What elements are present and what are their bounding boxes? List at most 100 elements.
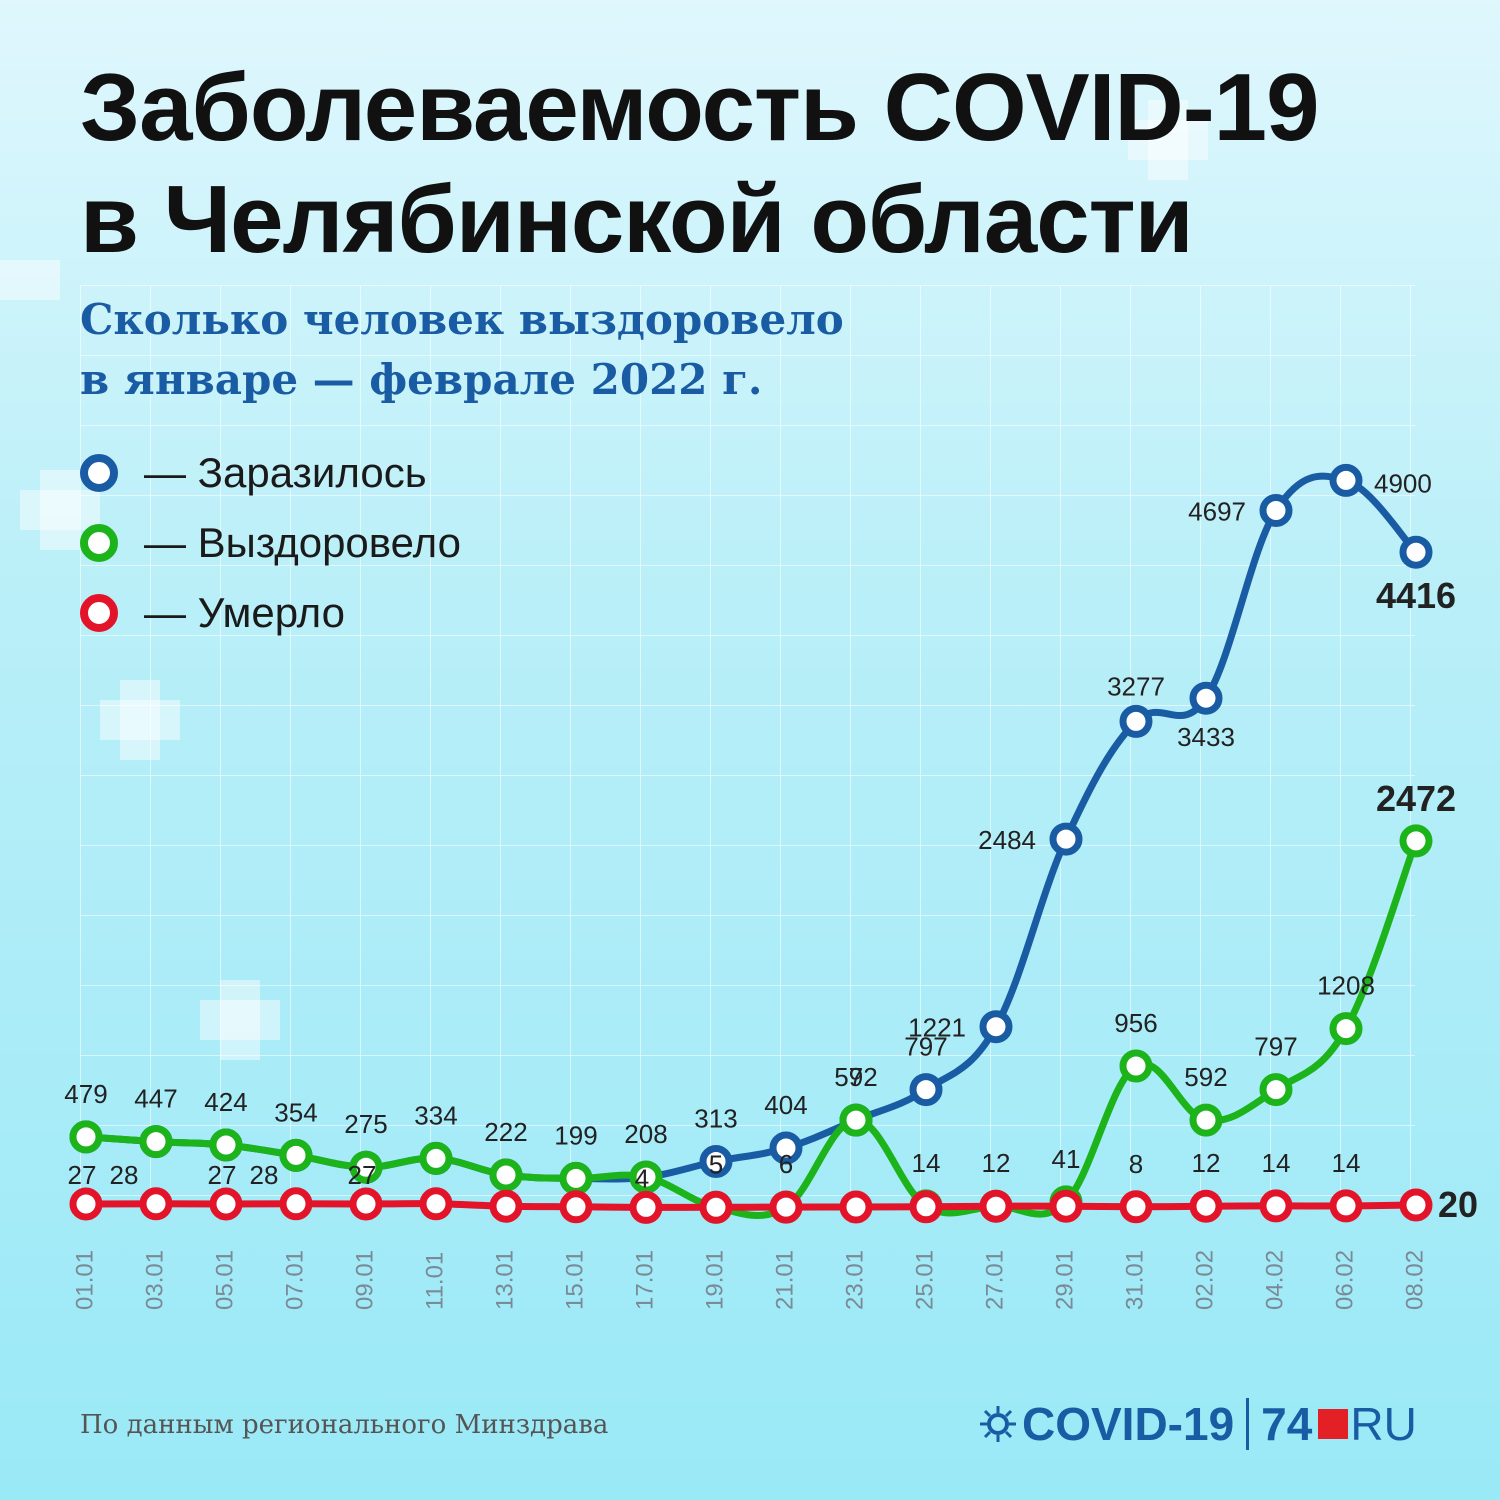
data-label-died-0: 27 [68,1160,97,1190]
logo-separator [1246,1398,1250,1450]
x-tick-label-19: 08.02 [1401,1250,1428,1310]
data-label-recovered-12: 14 [912,1148,941,1178]
x-tick-label-7: 15.01 [561,1250,588,1310]
point-recovered-11 [839,1103,873,1137]
point-died-13 [979,1189,1013,1223]
point-recovered-4 [349,1150,383,1184]
data-label-recovered-4: 275 [344,1109,387,1139]
decorative-cross-7 [120,680,160,760]
data-label-recovered-11: 7 [849,1062,863,1092]
data-label-died-16: 12 [1192,1148,1221,1178]
legend-marker-died [80,594,118,632]
point-recovered-5 [419,1141,453,1175]
x-tick-label-14: 29.01 [1051,1250,1078,1310]
x-tick-label-13: 27.01 [981,1250,1008,1310]
data-label-died-1: 28 [110,1160,139,1190]
data-label-recovered-5: 334 [414,1100,457,1130]
title-line-1: Заболеваемость COVID-19 [80,54,1319,161]
x-tick-label-10: 21.01 [771,1250,798,1310]
point-recovered-2 [209,1128,243,1162]
decorative-cross-8 [200,1000,280,1040]
legend-item-died: — Умерло [80,578,461,648]
chart-legend: — Заразилось — Выздоровело — Умерло [80,438,461,648]
point-infected-16 [1189,681,1223,715]
point-died-0 [69,1187,103,1221]
data-label-infected-12: 797 [904,1032,947,1062]
point-recovered-3 [279,1138,313,1172]
point-died-17 [1259,1189,1293,1223]
point-recovered-8 [629,1160,663,1194]
point-recovered-1 [139,1125,173,1159]
x-tick-label-0: 01.01 [71,1250,98,1310]
point-recovered-0 [69,1120,103,1154]
data-label-infected-11: 592 [834,1062,877,1092]
point-infected-17 [1259,494,1293,527]
decorative-cross-2 [1148,100,1188,180]
decorative-cross-9 [220,980,260,1060]
data-label-died-15: 8 [1129,1149,1143,1179]
x-tick-label-1: 03.01 [141,1250,168,1310]
point-infected-14 [1049,822,1083,856]
decorative-cross-5 [40,470,80,550]
data-label-infected-9: 313 [694,1104,737,1134]
decorative-cross-6 [100,700,180,740]
x-tick-label-12: 25.01 [911,1250,938,1310]
legend-item-recovered: — Выздоровело [80,508,461,578]
logo-ru-text: RU [1350,1398,1417,1450]
x-tick-label-8: 17.01 [631,1250,658,1310]
data-label-died-2: 27 [208,1160,237,1190]
chart-subtitle: Сколько человек выздоровело в январе — ф… [80,290,844,410]
point-infected-10 [769,1131,803,1165]
legend-label-recovered: — Выздоровело [144,519,461,566]
decorative-cross-4 [20,490,100,530]
point-infected-15 [1119,704,1153,738]
logo-number-text: 74 [1261,1398,1313,1450]
point-died-14 [1049,1189,1083,1223]
point-recovered-17 [1259,1073,1293,1107]
legend-marker-infected [80,454,118,492]
point-infected-18 [1329,463,1363,497]
legend-label-died: — Умерло [144,589,345,636]
data-label-infected-14: 2484 [978,825,1036,855]
point-died-10 [769,1190,803,1224]
point-died-6 [489,1189,523,1223]
point-died-1 [139,1187,173,1221]
point-recovered-15 [1119,1049,1153,1083]
x-tick-label-3: 07.01 [281,1250,308,1310]
legend-item-infected: — Заразилось [80,438,461,508]
data-label-recovered-13: 12 [982,1148,1011,1178]
point-died-15 [1119,1190,1153,1224]
page-title: Заболеваемость COVID-19 в Челябинской об… [80,52,1319,276]
data-label-infected-19: 4416 [1376,575,1456,616]
x-tick-label-2: 05.01 [211,1250,238,1310]
data-label-infected-18: 4900 [1374,468,1432,498]
point-died-11 [839,1190,873,1224]
point-died-16 [1189,1189,1223,1223]
data-label-died-18: 14 [1332,1148,1361,1178]
brand-logo[interactable]: COVID-19 74 RU [978,1392,1417,1456]
data-label-infected-17: 4697 [1188,496,1246,526]
point-infected-12 [909,1073,943,1107]
data-label-recovered-2: 424 [204,1087,247,1117]
legend-label-infected: — Заразилось [144,449,427,496]
subtitle-line-1: Сколько человек выздоровело [80,295,844,344]
data-label-recovered-0: 479 [64,1079,107,1109]
x-tick-label-18: 06.02 [1331,1250,1358,1310]
data-label-infected-10: 404 [764,1090,807,1120]
legend-marker-recovered [80,524,118,562]
data-label-infected-6: 222 [484,1117,527,1147]
data-label-infected-15: 3277 [1107,671,1165,701]
point-recovered-6 [489,1158,523,1192]
point-died-2 [209,1187,243,1221]
data-label-recovered-3: 354 [274,1097,317,1127]
decorative-cross-1 [1128,120,1208,160]
data-label-recovered-17: 797 [1254,1032,1297,1062]
data-label-died-17: 14 [1262,1148,1291,1178]
source-note: По данным регионального Минздрава [80,1410,609,1440]
point-recovered-7 [559,1161,593,1195]
data-label-infected-13: 1221 [908,1013,966,1043]
data-label-infected-7: 199 [554,1120,597,1150]
point-infected-13 [979,1010,1013,1044]
data-label-died-3: 28 [250,1160,279,1190]
